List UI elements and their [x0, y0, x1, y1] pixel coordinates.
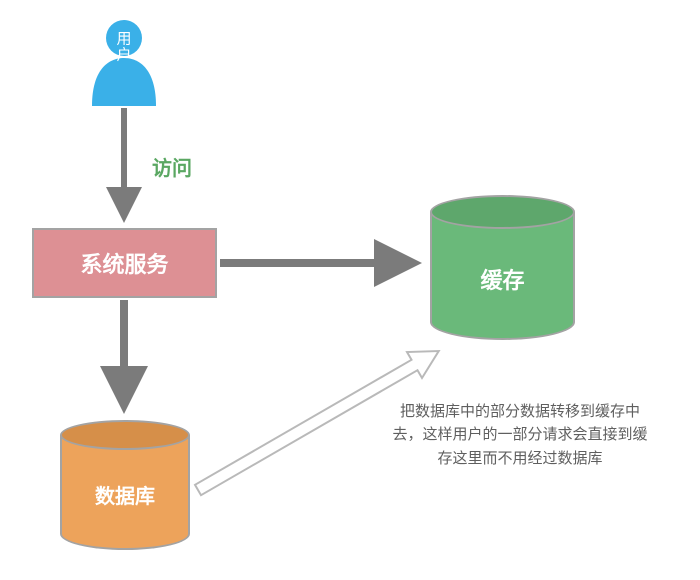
db-to-cache-description: 把数据库中的部分数据转移到缓存中去，这样用户的一部分请求会直接到缓存这里而不用经…: [390, 400, 650, 470]
db-node: 数据库: [60, 420, 190, 550]
user-node: 用户: [88, 18, 160, 106]
user-label: 用户: [114, 31, 134, 64]
service-label: 系统服务: [80, 247, 168, 279]
cache-label: 缓存: [480, 268, 524, 293]
db-label: 数据库: [95, 486, 155, 508]
cache-node: 缓存: [430, 195, 575, 340]
edge-label-access: 访问: [152, 152, 192, 181]
service-node: 系统服务: [32, 228, 217, 298]
